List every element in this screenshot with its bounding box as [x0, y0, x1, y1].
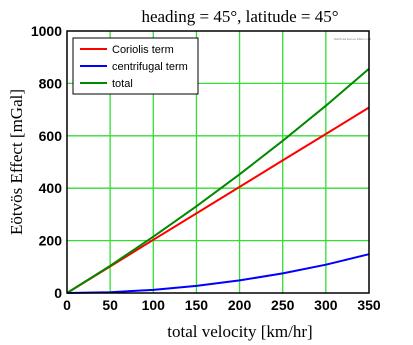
y-tick-label: 0 [54, 285, 62, 301]
series-line-centrifugal-term [66, 253, 370, 294]
legend: Coriolis term centrifugal term total [72, 37, 199, 95]
x-tick-label: 150 [185, 297, 209, 313]
y-tick-label: 600 [39, 128, 63, 144]
y-tick-label: 1000 [31, 23, 62, 39]
y-tick-label: 800 [39, 75, 63, 91]
chart-title: heading = 45°, latitude = 45° [141, 7, 338, 26]
plot-frame [66, 30, 370, 294]
y-axis-label: Eötvös Effect [mGal] [7, 89, 26, 235]
legend-label: centrifugal term [112, 61, 188, 73]
watermark: MathCad Eotvos Effect.mcd [334, 37, 371, 41]
x-tick-label: 0 [63, 297, 71, 313]
x-tick-label: 250 [271, 297, 295, 313]
series-lines [66, 67, 370, 294]
y-tick-label: 200 [39, 233, 63, 249]
x-tick-label: 300 [314, 297, 338, 313]
legend-label: total [112, 78, 133, 90]
legend-label: Coriolis term [112, 44, 174, 56]
x-tick-label: 50 [102, 297, 118, 313]
x-tick-label: 200 [228, 297, 252, 313]
x-tick-label: 100 [142, 297, 166, 313]
x-axis-label: total velocity [km/hr] [167, 322, 312, 341]
tick-labels: 0 50 100 150 200 250 300 350 0 200 400 600 800 1000 [31, 23, 381, 313]
x-tick-label: 350 [357, 297, 381, 313]
y-tick-label: 400 [39, 180, 63, 196]
series-line-total [66, 67, 370, 294]
